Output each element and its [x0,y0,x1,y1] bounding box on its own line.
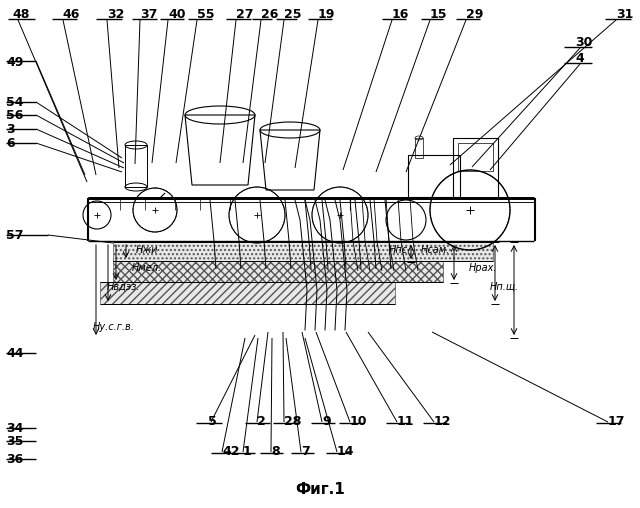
Text: 9: 9 [322,415,331,428]
Text: 3: 3 [6,123,15,136]
Text: 17: 17 [608,415,625,428]
Text: 1: 1 [243,445,252,458]
Text: 40: 40 [168,8,186,21]
Bar [100,282,395,304]
Text: 15: 15 [430,8,447,21]
Bar [458,143,493,171]
Text: 42: 42 [222,445,239,458]
Bar [125,145,147,187]
Text: 16: 16 [392,8,410,21]
Text: 32: 32 [107,8,124,21]
Text: 4: 4 [575,51,584,65]
Text: 19: 19 [318,8,335,21]
Text: Нпс: Нпс [389,245,408,255]
Text: Ну.с.г.в.: Ну.с.г.в. [93,322,135,332]
Text: 56: 56 [6,109,24,122]
Text: 49: 49 [6,56,24,69]
Text: 11: 11 [397,415,415,428]
Text: 28: 28 [284,415,301,428]
Text: Нрах.: Нрах. [469,263,497,273]
Text: 57: 57 [6,229,24,242]
Text: 55: 55 [197,8,214,21]
Text: 6: 6 [6,137,15,150]
Text: 5: 5 [208,415,217,428]
Text: 36: 36 [6,453,23,466]
Text: Фиг.1: Фиг.1 [295,483,345,497]
Text: Нвдэз.: Нвдэз. [107,282,141,292]
Text: 30: 30 [575,36,593,48]
Text: 35: 35 [6,435,24,448]
Text: 44: 44 [6,347,24,360]
Text: 34: 34 [6,422,24,435]
Text: 25: 25 [284,8,301,21]
Text: 12: 12 [434,415,451,428]
Text: 8: 8 [271,445,280,458]
Text: Нп.щ.: Нп.щ. [490,282,519,292]
Text: 10: 10 [350,415,367,428]
Text: Нмел.: Нмел. [132,263,162,273]
Text: 48: 48 [12,8,29,21]
Text: 37: 37 [140,8,157,21]
Text: 29: 29 [466,8,483,21]
Text: Нсам.: Нсам. [421,245,451,255]
Text: 7: 7 [301,445,310,458]
Bar [415,138,423,158]
Text: Нжи: Нжи [136,245,159,255]
Text: 31: 31 [616,8,634,21]
Bar [453,138,498,198]
Bar [113,261,443,282]
Text: 54: 54 [6,96,24,109]
Bar [113,242,493,261]
Bar [408,155,460,197]
Text: 14: 14 [337,445,355,458]
Text: 2: 2 [257,415,266,428]
Text: 46: 46 [62,8,79,21]
Text: 27: 27 [236,8,253,21]
Text: 26: 26 [261,8,278,21]
